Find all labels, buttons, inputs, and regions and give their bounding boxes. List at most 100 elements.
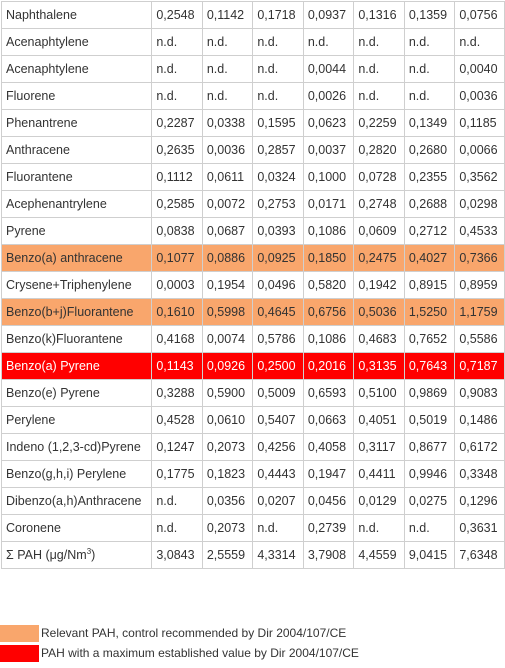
concentration-value: 0,0037 [302, 136, 355, 164]
concentration-value: 0,0298 [454, 190, 505, 218]
table-row: Acenaphtylene n.d. n.d. n.d. n.d. n.d. n.d. n.d… [0, 28, 505, 56]
compound-name: Acephenantrylene [0, 190, 153, 218]
concentration-value: 0,4051 [353, 406, 405, 434]
compound-name: Perylene [0, 406, 153, 434]
concentration-value: 0,0026 [302, 82, 355, 110]
concentration-value: n.d. [151, 55, 203, 83]
concentration-value: 0,5786 [252, 325, 304, 353]
compound-name: Anthracene [0, 136, 153, 164]
concentration-value: 0,1086 [302, 325, 355, 353]
concentration-value: 1,1759 [454, 298, 505, 326]
concentration-value: 0,0324 [252, 163, 304, 191]
legend-orange-text: Relevant PAH, control recommended by Dir… [41, 626, 347, 640]
concentration-value: 0,9869 [403, 379, 456, 407]
table-row: Fluorantene 0,1112 0,0611 0,0324 0,1000 0,072… [0, 163, 505, 191]
concentration-value: 0,0275 [403, 487, 456, 515]
concentration-value: 0,1247 [151, 433, 203, 461]
concentration-value: 0,1595 [252, 109, 304, 137]
concentration-value: 0,2287 [151, 109, 203, 137]
concentration-value: 0,0886 [201, 244, 254, 272]
concentration-value: 0,2073 [201, 514, 254, 542]
total-label: Σ PAH (μg/Nm3) [0, 541, 153, 569]
concentration-value: 0,2500 [252, 352, 304, 380]
concentration-value: 0,5036 [353, 298, 405, 326]
compound-name: Benzo(g,h,i) Perylene [0, 460, 153, 488]
concentration-value: n.d. [151, 28, 203, 56]
concentration-value: 0,2748 [353, 190, 405, 218]
concentration-value: 0,1947 [302, 460, 355, 488]
concentration-value: 0,4645 [252, 298, 304, 326]
concentration-value: n.d. [201, 82, 254, 110]
concentration-value: 0,5820 [302, 271, 355, 299]
compound-name: Acenaphtylene [0, 55, 153, 83]
concentration-value: 0,0036 [454, 82, 505, 110]
concentration-value: 0,2857 [252, 136, 304, 164]
total-value: 9,0415 [403, 541, 456, 569]
concentration-value: 0,7366 [454, 244, 505, 272]
concentration-value: 0,0066 [454, 136, 505, 164]
compound-name: Benzo(k)Fluorantene [0, 325, 153, 353]
concentration-value: 0,0728 [353, 163, 405, 191]
total-label-suffix: ) [91, 548, 96, 563]
concentration-value: 0,0926 [201, 352, 254, 380]
concentration-value: 0,0663 [302, 406, 355, 434]
concentration-value: 0,5009 [252, 379, 304, 407]
total-value: 4,4559 [353, 541, 405, 569]
concentration-value: 0,0610 [201, 406, 254, 434]
concentration-value: 0,1000 [302, 163, 355, 191]
concentration-value: 0,8959 [454, 271, 505, 299]
concentration-value: 0,5100 [353, 379, 405, 407]
table-row: Acenaphtylene n.d. n.d. n.d. 0,0044 n.d. n.d. 0… [0, 55, 505, 83]
concentration-value: 0,1143 [151, 352, 203, 380]
concentration-value: n.d. [403, 28, 456, 56]
concentration-value: 0,7643 [403, 352, 456, 380]
table-row: Naphthalene 0,2548 0,1142 0,1718 0,0937 0,131… [0, 1, 505, 29]
concentration-value: 0,8677 [403, 433, 456, 461]
legend-red-swatch [0, 645, 39, 662]
concentration-value: n.d. [151, 514, 203, 542]
compound-name: Fluorantene [0, 163, 153, 191]
concentration-value: 0,0687 [201, 217, 254, 245]
table-row: Fluorene n.d. n.d. n.d. 0,0026 n.d. n.d. 0,0036 [0, 82, 505, 110]
concentration-value: 0,0207 [252, 487, 304, 515]
table-row: Anthracene 0,2635 0,0036 0,2857 0,0037 0,2820… [0, 136, 505, 164]
compound-name: Naphthalene [0, 1, 153, 29]
compound-name: Crysene+Triphenylene [0, 271, 153, 299]
compound-name: Coronene [0, 514, 153, 542]
concentration-value: n.d. [201, 55, 254, 83]
table-row: Dibenzo(a,h)Anthracene n.d. 0,0356 0,0207 0,… [0, 487, 505, 515]
compound-name: Benzo(a) Pyrene [0, 352, 153, 380]
legend-orange-swatch [0, 625, 39, 642]
table-row: Indeno (1,2,3-cd)Pyrene 0,1247 0,2073 0,425… [0, 433, 505, 461]
concentration-value: n.d. [201, 28, 254, 56]
concentration-value: 0,1086 [302, 217, 355, 245]
concentration-value: 0,1077 [151, 244, 203, 272]
concentration-value: n.d. [353, 514, 405, 542]
concentration-value: 0,2073 [201, 433, 254, 461]
concentration-value: 0,9083 [454, 379, 505, 407]
concentration-value: 0,1185 [454, 109, 505, 137]
concentration-value: 0,2712 [403, 217, 456, 245]
concentration-value: 0,2475 [353, 244, 405, 272]
concentration-value: 0,0356 [201, 487, 254, 515]
concentration-value: 0,5998 [201, 298, 254, 326]
concentration-value: 0,0456 [302, 487, 355, 515]
concentration-value: 0,4528 [151, 406, 203, 434]
concentration-value: 0,2548 [151, 1, 203, 29]
total-label-sup: 3 [86, 547, 92, 557]
concentration-value: 0,1142 [201, 1, 254, 29]
concentration-value: 0,6172 [454, 433, 505, 461]
concentration-value: 0,1112 [151, 163, 203, 191]
table-row: Benzo(g,h,i) Perylene 0,1775 0,1823 0,4443 0… [0, 460, 505, 488]
legend-red-text: PAH with a maximum established value by … [41, 646, 359, 660]
concentration-value: n.d. [252, 28, 304, 56]
concentration-value: 0,5019 [403, 406, 456, 434]
concentration-value: 0,7187 [454, 352, 505, 380]
table-row: Benzo(a) anthracene 0,1077 0,0886 0,0925 0,1… [0, 244, 505, 272]
concentration-value: 0,3631 [454, 514, 505, 542]
table-row: Perylene 0,4528 0,0610 0,5407 0,0663 0,4051 0,… [0, 406, 505, 434]
concentration-value: 0,1296 [454, 487, 505, 515]
concentration-value: 0,2016 [302, 352, 355, 380]
concentration-value: 0,6593 [302, 379, 355, 407]
concentration-value: 0,0129 [353, 487, 405, 515]
